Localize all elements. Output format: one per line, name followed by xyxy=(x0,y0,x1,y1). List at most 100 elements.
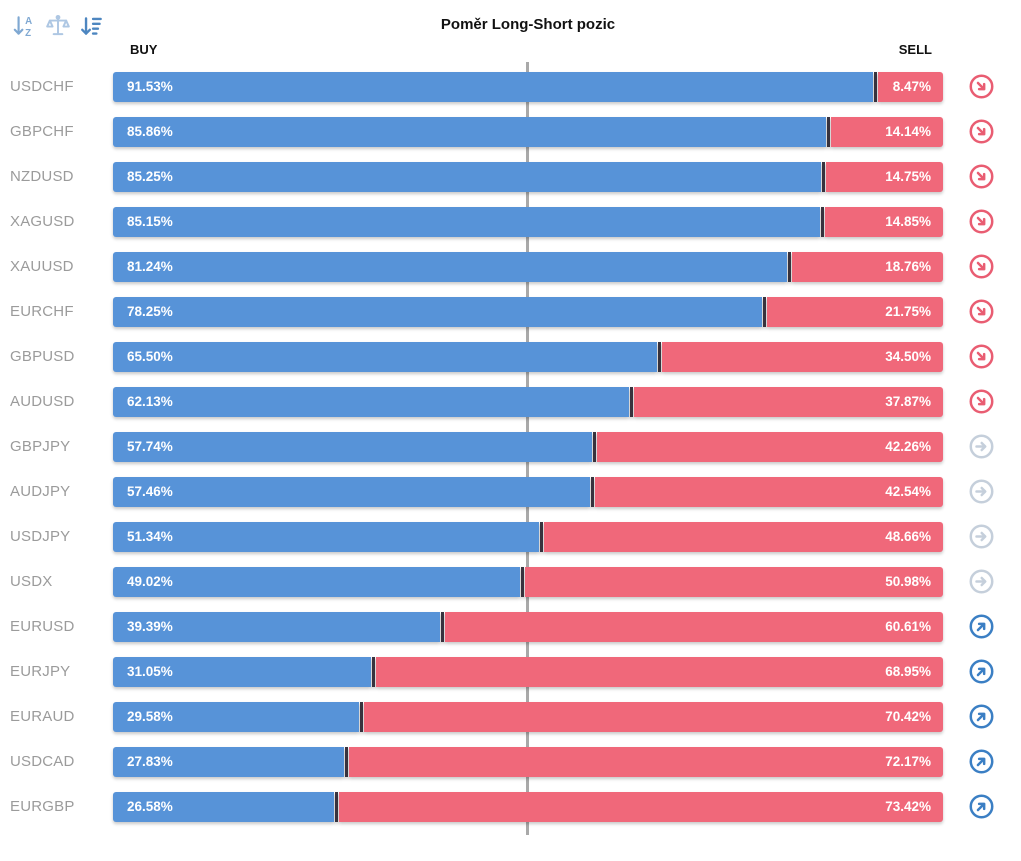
ratio-bar[interactable]: 29.58% 70.42% xyxy=(113,701,943,732)
pair-label: NZDUSD xyxy=(10,168,74,185)
sell-value: 60.61% xyxy=(885,619,931,634)
sell-segment: 73.42% xyxy=(338,791,943,822)
scales-balance-icon[interactable] xyxy=(44,12,71,39)
sell-segment: 34.50% xyxy=(661,341,943,372)
ratio-bar[interactable]: 62.13% 37.87% xyxy=(113,386,943,417)
buy-sell-divider xyxy=(820,206,824,237)
sell-segment: 14.14% xyxy=(830,116,943,147)
sell-segment: 37.87% xyxy=(633,386,943,417)
ratio-bar[interactable]: 78.25% 21.75% xyxy=(113,296,943,327)
sell-value: 42.26% xyxy=(885,439,931,454)
buy-segment: 27.83% xyxy=(113,746,344,777)
buy-segment: 31.05% xyxy=(113,656,371,687)
table-row: EURCHF 78.25% 21.75% xyxy=(0,289,1021,334)
trend-neutral-icon[interactable] xyxy=(968,569,994,595)
ratio-rows: USDCHF 91.53% 8.47% GBPCHF 85.86% 14.14% NZDUS… xyxy=(0,64,1021,829)
ratio-bar[interactable]: 49.02% 50.98% xyxy=(113,566,943,597)
table-row: EURGBP 26.58% 73.42% xyxy=(0,784,1021,829)
buy-segment: 51.34% xyxy=(113,521,540,552)
sell-column-header: SELL xyxy=(898,42,932,57)
sell-segment: 70.42% xyxy=(363,701,943,732)
buy-segment: 85.86% xyxy=(113,116,826,147)
ratio-bar[interactable]: 85.15% 14.85% xyxy=(113,206,943,237)
sell-value: 72.17% xyxy=(885,754,931,769)
buy-value: 29.58% xyxy=(127,709,173,724)
ratio-bar[interactable]: 81.24% 18.76% xyxy=(113,251,943,282)
buy-sell-divider xyxy=(657,341,661,372)
buy-value: 57.74% xyxy=(127,439,173,454)
buy-sell-divider xyxy=(590,476,594,507)
pair-label: EURGBP xyxy=(10,798,75,815)
sell-segment: 72.17% xyxy=(348,746,943,777)
table-row: AUDJPY 57.46% 42.54% xyxy=(0,469,1021,514)
ratio-bar[interactable]: 27.83% 72.17% xyxy=(113,746,943,777)
pair-label: USDCHF xyxy=(10,78,74,95)
sell-value: 48.66% xyxy=(885,529,931,544)
sell-segment: 42.54% xyxy=(594,476,943,507)
trend-down-icon[interactable] xyxy=(968,119,994,145)
ratio-bar[interactable]: 57.46% 42.54% xyxy=(113,476,943,507)
buy-value: 39.39% xyxy=(127,619,173,634)
trend-down-icon[interactable] xyxy=(968,164,994,190)
buy-sell-divider xyxy=(371,656,375,687)
ratio-bar[interactable]: 85.86% 14.14% xyxy=(113,116,943,147)
ratio-bar[interactable]: 91.53% 8.47% xyxy=(113,71,943,102)
ratio-bar[interactable]: 85.25% 14.75% xyxy=(113,161,943,192)
sell-value: 18.76% xyxy=(885,259,931,274)
buy-sell-divider xyxy=(873,71,877,102)
buy-column-header: BUY xyxy=(130,42,158,57)
ratio-bar[interactable]: 39.39% 60.61% xyxy=(113,611,943,642)
ratio-bar[interactable]: 26.58% 73.42% xyxy=(113,791,943,822)
svg-text:Z: Z xyxy=(25,27,31,38)
buy-segment: 65.50% xyxy=(113,341,657,372)
ratio-bar[interactable]: 65.50% 34.50% xyxy=(113,341,943,372)
buy-value: 85.25% xyxy=(127,169,173,184)
sell-segment: 14.75% xyxy=(825,161,943,192)
table-row: NZDUSD 85.25% 14.75% xyxy=(0,154,1021,199)
trend-up-icon[interactable] xyxy=(968,659,994,685)
trend-up-icon[interactable] xyxy=(968,614,994,640)
trend-neutral-icon[interactable] xyxy=(968,434,994,460)
ratio-bar[interactable]: 51.34% 48.66% xyxy=(113,521,943,552)
buy-value: 62.13% xyxy=(127,394,173,409)
trend-neutral-icon[interactable] xyxy=(968,524,994,550)
sort-amount-desc-icon[interactable] xyxy=(78,12,105,39)
table-row: EURAUD 29.58% 70.42% xyxy=(0,694,1021,739)
buy-value: 65.50% xyxy=(127,349,173,364)
buy-segment: 29.58% xyxy=(113,701,359,732)
table-row: XAGUSD 85.15% 14.85% xyxy=(0,199,1021,244)
buy-value: 81.24% xyxy=(127,259,173,274)
trend-up-icon[interactable] xyxy=(968,794,994,820)
trend-up-icon[interactable] xyxy=(968,749,994,775)
trend-down-icon[interactable] xyxy=(968,254,994,280)
ratio-bar[interactable]: 31.05% 68.95% xyxy=(113,656,943,687)
trend-down-icon[interactable] xyxy=(968,344,994,370)
table-row: GBPJPY 57.74% 42.26% xyxy=(0,424,1021,469)
sell-value: 70.42% xyxy=(885,709,931,724)
sell-value: 8.47% xyxy=(892,79,931,94)
table-row: GBPCHF 85.86% 14.14% xyxy=(0,109,1021,154)
buy-segment: 85.25% xyxy=(113,161,821,192)
pair-label: AUDJPY xyxy=(10,483,71,500)
trend-down-icon[interactable] xyxy=(968,299,994,325)
buy-value: 27.83% xyxy=(127,754,173,769)
sell-segment: 18.76% xyxy=(792,251,943,282)
ratio-bar[interactable]: 57.74% 42.26% xyxy=(113,431,943,462)
pair-label: EURAUD xyxy=(10,708,75,725)
sort-alphabetical-icon[interactable]: A Z xyxy=(10,12,37,39)
trend-down-icon[interactable] xyxy=(968,209,994,235)
buy-value: 51.34% xyxy=(127,529,173,544)
table-row: USDCAD 27.83% 72.17% xyxy=(0,739,1021,784)
pair-label: AUDUSD xyxy=(10,393,75,410)
buy-sell-divider xyxy=(629,386,633,417)
trend-neutral-icon[interactable] xyxy=(968,479,994,505)
trend-up-icon[interactable] xyxy=(968,704,994,730)
trend-down-icon[interactable] xyxy=(968,74,994,100)
buy-sell-divider xyxy=(593,431,597,462)
sell-segment: 42.26% xyxy=(597,431,943,462)
sell-segment: 14.85% xyxy=(824,206,943,237)
buy-segment: 39.39% xyxy=(113,611,440,642)
table-row: XAUUSD 81.24% 18.76% xyxy=(0,244,1021,289)
trend-down-icon[interactable] xyxy=(968,389,994,415)
buy-segment: 26.58% xyxy=(113,791,334,822)
